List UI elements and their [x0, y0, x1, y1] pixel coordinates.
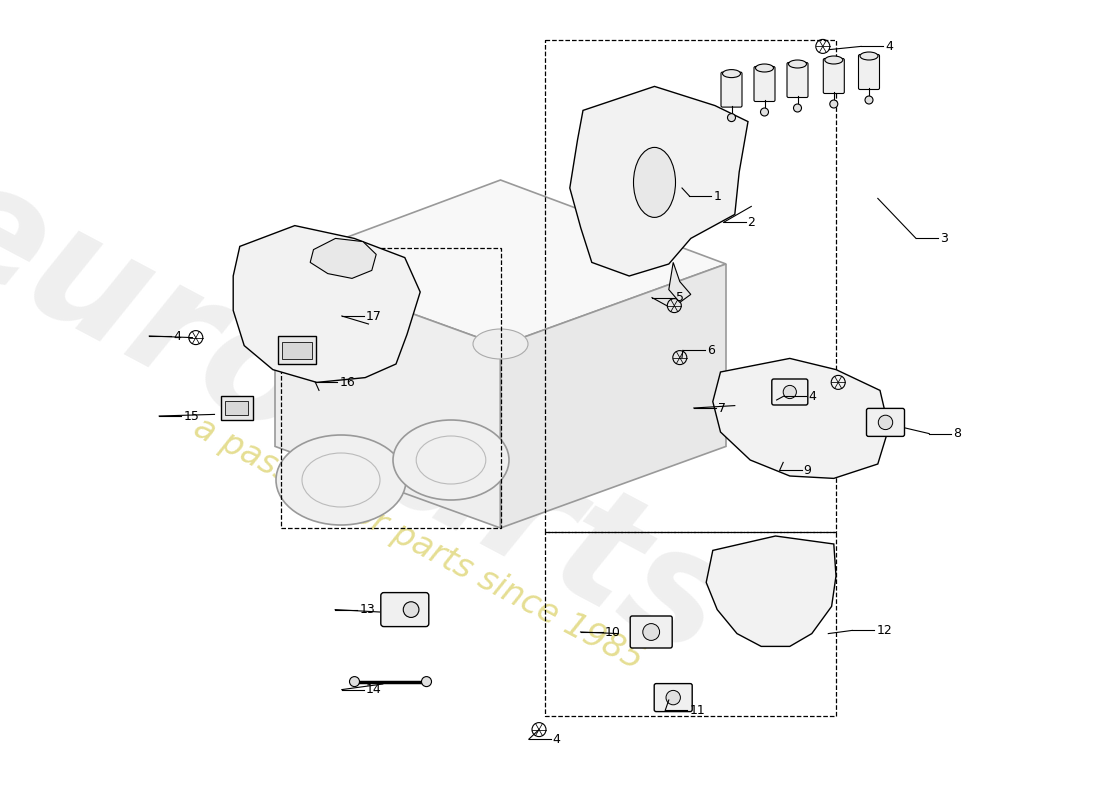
Ellipse shape	[634, 147, 675, 218]
Circle shape	[783, 386, 796, 398]
Polygon shape	[713, 358, 889, 478]
Polygon shape	[275, 264, 500, 528]
Text: 4: 4	[174, 330, 182, 342]
Text: 4: 4	[886, 40, 893, 53]
Circle shape	[350, 677, 360, 686]
FancyBboxPatch shape	[823, 58, 845, 94]
Circle shape	[760, 108, 769, 116]
Text: 4: 4	[553, 733, 561, 746]
Polygon shape	[233, 226, 420, 382]
Text: 17: 17	[366, 310, 382, 322]
FancyBboxPatch shape	[720, 72, 742, 107]
Circle shape	[793, 104, 802, 112]
Text: 10: 10	[605, 626, 620, 638]
Text: 8: 8	[954, 427, 961, 440]
Circle shape	[666, 690, 681, 705]
Circle shape	[727, 114, 736, 122]
FancyBboxPatch shape	[630, 616, 672, 648]
Circle shape	[878, 415, 893, 430]
Bar	[226, 401, 248, 415]
Polygon shape	[275, 180, 726, 346]
Polygon shape	[706, 536, 836, 646]
Text: 2: 2	[748, 216, 756, 229]
FancyBboxPatch shape	[381, 593, 429, 626]
Text: 1: 1	[714, 190, 722, 202]
Ellipse shape	[473, 329, 528, 359]
Ellipse shape	[723, 70, 740, 78]
Polygon shape	[570, 86, 748, 276]
Bar	[544, 40, 836, 532]
FancyBboxPatch shape	[654, 683, 692, 712]
Polygon shape	[500, 264, 726, 528]
Text: 15: 15	[184, 410, 199, 422]
Text: 9: 9	[804, 464, 812, 477]
Ellipse shape	[756, 64, 773, 72]
Bar	[220, 396, 253, 420]
Text: 6: 6	[707, 344, 715, 357]
Ellipse shape	[789, 60, 806, 68]
Circle shape	[642, 624, 660, 640]
Ellipse shape	[276, 435, 406, 525]
Circle shape	[404, 602, 419, 618]
Text: 13: 13	[360, 603, 375, 616]
Text: 12: 12	[877, 624, 892, 637]
Bar	[278, 336, 316, 364]
Polygon shape	[669, 262, 691, 302]
FancyBboxPatch shape	[867, 408, 904, 437]
Polygon shape	[310, 238, 376, 278]
Circle shape	[865, 96, 873, 104]
FancyBboxPatch shape	[754, 66, 776, 102]
Text: 14: 14	[366, 683, 382, 696]
FancyBboxPatch shape	[858, 54, 880, 90]
Ellipse shape	[825, 56, 843, 64]
FancyBboxPatch shape	[772, 379, 807, 405]
Text: 7: 7	[718, 402, 726, 414]
Circle shape	[829, 100, 838, 108]
Ellipse shape	[393, 420, 509, 500]
Text: 16: 16	[340, 376, 355, 389]
Text: a passion for parts since 1985: a passion for parts since 1985	[188, 411, 648, 677]
Text: 5: 5	[676, 291, 684, 304]
FancyBboxPatch shape	[786, 62, 808, 98]
Bar	[544, 532, 836, 716]
Circle shape	[421, 677, 431, 686]
Text: euroParts: euroParts	[0, 142, 752, 690]
Text: 3: 3	[940, 232, 948, 245]
Text: 4: 4	[808, 390, 816, 402]
Bar	[282, 342, 312, 358]
Bar	[280, 248, 500, 528]
Text: 11: 11	[690, 704, 705, 717]
Ellipse shape	[860, 52, 878, 60]
